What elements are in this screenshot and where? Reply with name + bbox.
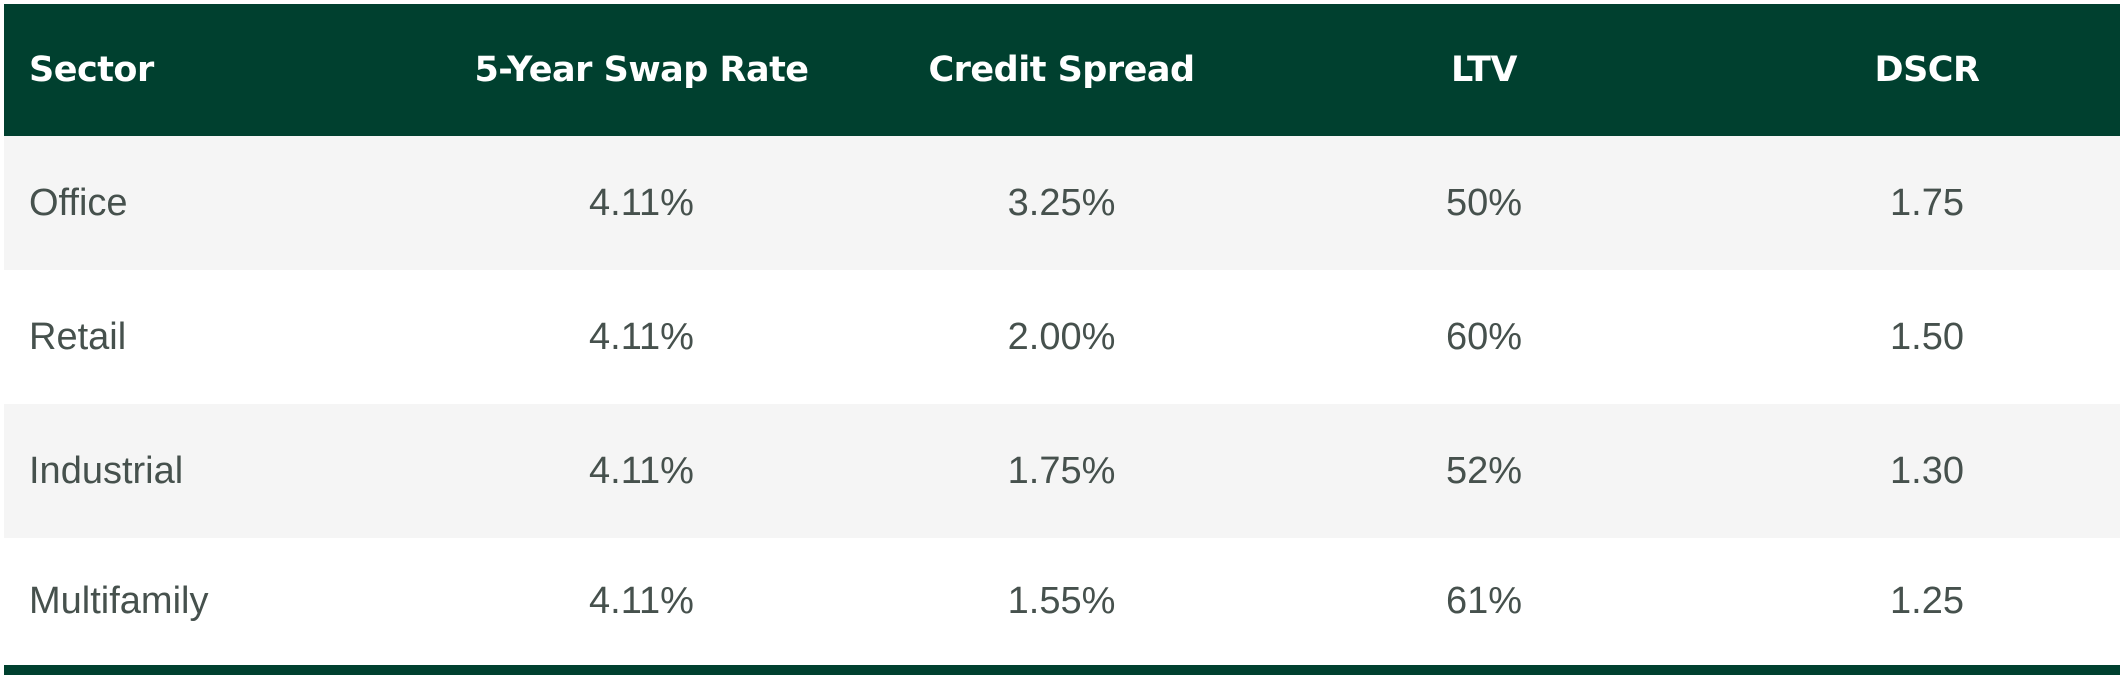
cell-ltv: 61%	[1445, 580, 1523, 622]
cell-swap-rate: 4.11%	[589, 580, 694, 622]
cell-sector: Office	[29, 181, 128, 224]
cell-sector: Industrial	[29, 449, 184, 492]
header-dscr: DSCR	[1874, 50, 1980, 90]
table-body: Office 4.11% 3.25% 50% 1.75 Retail 4.11%…	[4, 136, 2120, 665]
cell-dscr: 1.30	[1890, 449, 1964, 492]
cell-sector: Retail	[29, 315, 127, 358]
header-ltv: LTV	[1451, 50, 1517, 90]
cell-swap-rate: 4.11%	[589, 315, 694, 358]
cell-ltv: 60%	[1445, 315, 1523, 358]
cell-credit-spread: 2.00%	[1007, 315, 1116, 358]
lending-terms-table-container: Sector 5-Year Swap Rate Credit Spread LT…	[4, 4, 2120, 675]
header-swap-rate: 5-Year Swap Rate	[474, 50, 809, 90]
header-credit-spread: Credit Spread	[928, 50, 1195, 90]
cell-credit-spread: 1.75%	[1007, 449, 1116, 492]
lending-terms-table: Sector 5-Year Swap Rate Credit Spread LT…	[4, 4, 2120, 665]
cell-dscr: 1.75	[1890, 181, 1964, 224]
table-row: Retail 4.11% 2.00% 60% 1.50	[4, 270, 2120, 404]
table-header: Sector 5-Year Swap Rate Credit Spread LT…	[4, 4, 2120, 136]
cell-swap-rate: 4.11%	[589, 181, 694, 224]
cell-sector: Multifamily	[29, 580, 209, 622]
cell-swap-rate: 4.11%	[589, 449, 694, 492]
header-sector: Sector	[29, 50, 154, 90]
table-row: Multifamily 4.11% 1.55% 61% 1.25	[4, 538, 2120, 665]
cell-ltv: 50%	[1445, 181, 1523, 224]
table-row: Office 4.11% 3.25% 50% 1.75	[4, 136, 2120, 270]
header-row: Sector 5-Year Swap Rate Credit Spread LT…	[4, 4, 2120, 136]
table-row: Industrial 4.11% 1.75% 52% 1.30	[4, 404, 2120, 538]
cell-credit-spread: 3.25%	[1007, 181, 1116, 224]
cell-ltv: 52%	[1445, 449, 1523, 492]
table-bottom-rule	[4, 665, 2120, 675]
cell-dscr: 1.25	[1890, 580, 1964, 622]
cell-dscr: 1.50	[1890, 315, 1964, 358]
cell-credit-spread: 1.55%	[1007, 580, 1116, 622]
